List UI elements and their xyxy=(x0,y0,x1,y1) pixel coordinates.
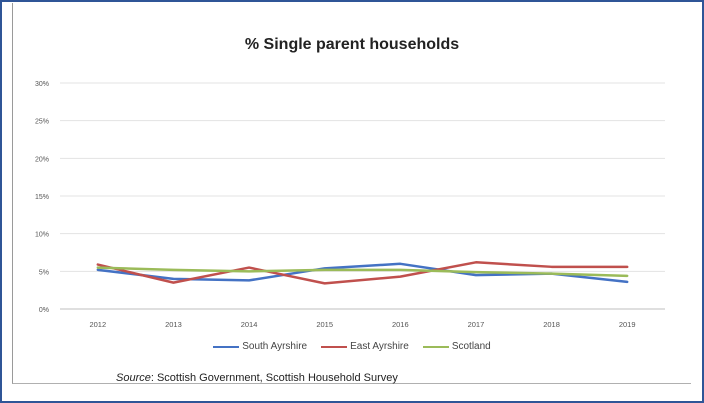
source-note: Source: Scottish Government, Scottish Ho… xyxy=(116,372,398,384)
x-tick-label: 2015 xyxy=(316,320,333,329)
legend-swatch xyxy=(213,345,240,348)
legend-label: East Ayrshire xyxy=(350,341,409,352)
source-label: Source xyxy=(116,372,151,384)
legend-label: South Ayrshire xyxy=(242,341,308,352)
x-tick-label: 2016 xyxy=(392,320,409,329)
y-tick-label: 25% xyxy=(35,119,49,126)
y-tick-label: 5% xyxy=(39,269,49,276)
legend-item-south-ayrshire: South Ayrshire xyxy=(213,341,307,352)
series-line-east-ayrshire xyxy=(96,261,629,285)
legend-item-scotland: Scotland xyxy=(422,341,491,352)
x-tick-label: 2019 xyxy=(619,320,636,329)
y-tick-label: 0% xyxy=(39,307,49,314)
legend-item-east-ayrshire: East Ayrshire xyxy=(321,341,409,352)
legend-label: Scotland xyxy=(451,341,491,352)
y-tick-label: 10% xyxy=(35,232,49,239)
x-tick-label: 2017 xyxy=(468,320,485,329)
x-tick-label: 2014 xyxy=(241,320,258,329)
chart-area-border xyxy=(12,3,691,384)
x-tick-label: 2013 xyxy=(165,320,182,329)
y-tick-label: 15% xyxy=(35,194,49,201)
source-text: : Scottish Government, Scottish Househol… xyxy=(150,372,398,384)
x-tick-label: 2018 xyxy=(543,320,560,329)
legend-swatch xyxy=(321,345,348,348)
chart-title: % Single parent households xyxy=(244,36,460,53)
x-tick-label: 2012 xyxy=(89,320,106,329)
series-line-scotland xyxy=(96,266,629,278)
y-tick-label: 20% xyxy=(35,156,49,163)
y-tick-label: 30% xyxy=(35,81,49,88)
legend-swatch xyxy=(422,345,449,348)
chart-legend: South Ayrshire East Ayrshire Scotland xyxy=(0,341,704,352)
